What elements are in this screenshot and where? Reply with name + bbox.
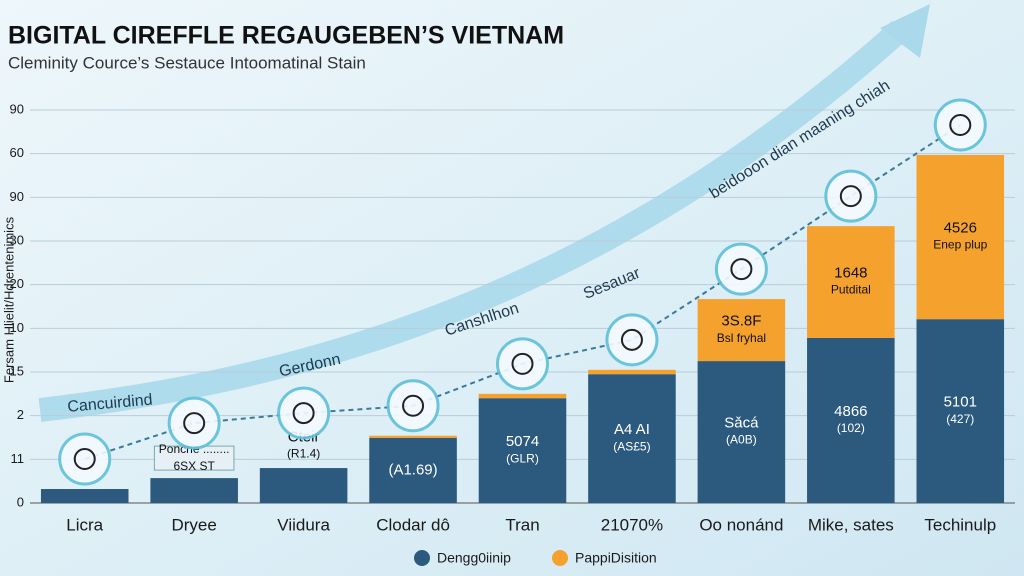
icon-bubble xyxy=(167,396,221,450)
legend-swatch xyxy=(414,550,430,566)
icon-bubble xyxy=(58,432,112,486)
y-tick-label: 90 xyxy=(10,189,24,204)
bar-label: (GLR) xyxy=(506,451,539,465)
icon-glyph xyxy=(620,328,643,351)
x-tick-label: Mike, sates xyxy=(808,515,894,534)
y-axis-label: Fersam Hlielit/Hdrentenimics xyxy=(1,216,16,383)
bar-segment xyxy=(807,337,895,503)
bar-label: (427) xyxy=(946,412,974,426)
icon-glyph xyxy=(730,258,753,281)
bar-label: 5101 xyxy=(944,394,977,411)
legend-label: Dengg0iinip xyxy=(437,550,511,566)
x-tick-label: Techinulp xyxy=(924,515,996,534)
bar-segment xyxy=(697,299,786,362)
y-tick-label: 11 xyxy=(11,451,25,466)
y-tick-label: 30 xyxy=(10,232,24,247)
bar-label: 4526 xyxy=(944,220,977,237)
bar-segment xyxy=(697,361,786,503)
bar-label: Bsl fryhal xyxy=(717,331,766,345)
bar-segment xyxy=(369,435,457,438)
icon-glyph xyxy=(183,412,206,435)
bar-label: (A1.69) xyxy=(388,461,437,478)
y-tick-label: 90 xyxy=(10,101,24,116)
bar-segment xyxy=(478,393,567,399)
bar-segment xyxy=(588,374,676,503)
bar-label: (A0B) xyxy=(726,433,757,447)
bar-segment xyxy=(150,478,238,503)
bar-label: 5074 xyxy=(506,433,539,450)
bar-segment xyxy=(40,489,129,503)
icon-glyph xyxy=(511,352,534,375)
bar-label: Putdital xyxy=(831,283,871,297)
icon-bubble xyxy=(714,242,768,296)
icon-bubble xyxy=(824,169,878,223)
trend-arrow xyxy=(38,21,909,422)
y-tick-label: 20 xyxy=(10,276,24,291)
x-tick-label: Oo nonánd xyxy=(699,515,783,534)
bar-label: (102) xyxy=(837,421,865,435)
icon-bubble xyxy=(933,98,987,152)
icon-bubble xyxy=(277,386,331,440)
bar-label: 1648 xyxy=(834,265,867,282)
y-tick-label: 60 xyxy=(10,145,24,160)
icon-glyph xyxy=(73,448,96,471)
icon-bubble xyxy=(496,337,549,391)
chart-subtitle: Cleminity Cource’s Sestauce Intoomatinal… xyxy=(8,53,366,72)
bar-label: 6SX ST xyxy=(173,459,215,473)
y-tick-label: 15 xyxy=(10,363,24,378)
icon-glyph xyxy=(292,402,315,425)
icon-bubble xyxy=(386,379,440,433)
y-tick-label: 2 xyxy=(17,407,24,422)
legend-swatch xyxy=(552,550,568,566)
x-tick-label: Tran xyxy=(505,515,539,534)
bar-label: (AS£5) xyxy=(613,439,650,453)
x-tick-label: Clodar dô xyxy=(376,515,450,534)
legend-label: PappiDisition xyxy=(575,550,657,566)
bar-label: 3S.8F xyxy=(721,313,761,330)
icon-bubble xyxy=(605,313,659,367)
bar-label: (R1.4) xyxy=(287,447,320,461)
bar-label: 4866 xyxy=(834,403,867,420)
x-tick-label: Viidura xyxy=(277,515,330,534)
bar-label: Enep plup xyxy=(933,238,987,252)
bar-segment xyxy=(807,226,895,338)
icon-glyph xyxy=(949,113,972,136)
x-tick-label: Licra xyxy=(66,515,103,534)
bar-label: A4 AI xyxy=(614,421,650,438)
bar-segment xyxy=(916,154,1005,320)
y-tick-label: 10 xyxy=(10,320,24,335)
bar-segment xyxy=(369,437,457,503)
bar-segment xyxy=(478,398,567,503)
y-tick-label: 0 xyxy=(17,494,24,509)
x-tick-label: 21070% xyxy=(601,515,663,534)
bar-segment xyxy=(588,369,676,375)
icon-glyph xyxy=(839,185,862,208)
chart-title: BIGITAL CIREFFLE REGAUGEBEN’S VIETNAM xyxy=(8,22,564,50)
arrow-head xyxy=(880,4,930,58)
x-tick-label: Dryee xyxy=(171,515,216,534)
bar-label: Sǎcá xyxy=(724,415,759,432)
icon-glyph xyxy=(402,394,425,417)
bar-segment xyxy=(259,468,348,503)
bar-segment xyxy=(916,319,1005,503)
